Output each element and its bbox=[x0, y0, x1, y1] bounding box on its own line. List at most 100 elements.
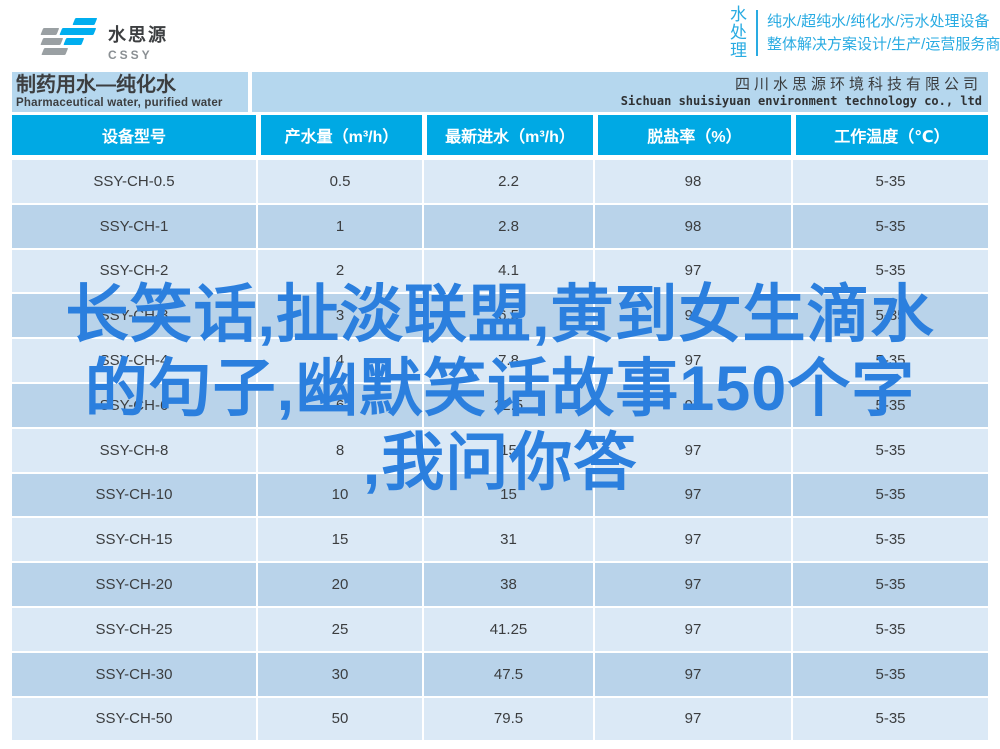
cell-desalting: 97 bbox=[593, 650, 791, 696]
cell-feed: 41.25 bbox=[422, 605, 593, 651]
cell-model: SSY-CH-20 bbox=[12, 561, 256, 606]
cell-temp: 5-35 bbox=[791, 561, 988, 606]
section-title-en: Pharmaceutical water, purified water bbox=[16, 97, 223, 109]
cell-desalting: 97 bbox=[593, 381, 791, 427]
cell-desalting: 98 bbox=[593, 158, 791, 203]
cell-temp: 5-35 bbox=[791, 516, 988, 562]
cell-model: SSY-CH-3 bbox=[12, 292, 256, 338]
logo-wordmark: 水思源 CSSY bbox=[108, 21, 168, 62]
cell-temp: 5-35 bbox=[791, 158, 988, 203]
cell-feed: 6.5 bbox=[422, 292, 593, 338]
title-band: 制药用水—纯化水 Pharmaceutical water, purified … bbox=[12, 72, 988, 112]
column-header-temp: 工作温度（℃） bbox=[791, 115, 988, 158]
cell-temp: 5-35 bbox=[791, 337, 988, 382]
cell-model: SSY-CH-2 bbox=[12, 247, 256, 293]
cell-capacity: 1 bbox=[256, 202, 422, 248]
cell-model: SSY-CH-8 bbox=[12, 426, 256, 472]
overlay-line-3: ,我问你答 bbox=[362, 428, 638, 498]
cell-capacity: 6 bbox=[256, 381, 422, 427]
logo-name-en: CSSY bbox=[108, 47, 153, 62]
cell-capacity: 20 bbox=[256, 561, 422, 606]
cell-model: SSY-CH-25 bbox=[12, 605, 256, 651]
vertical-water-treatment-label: 水处理 bbox=[727, 5, 746, 59]
cell-desalting: 97 bbox=[593, 516, 791, 562]
cell-model: SSY-CH-50 bbox=[12, 695, 256, 741]
table-row: SSY-CH-4 4 7.8 97 5-35 bbox=[12, 337, 988, 382]
cell-temp: 5-35 bbox=[791, 650, 988, 696]
overlay-line-1: 长笑话,扯淡联盟,黄到女生滴水 bbox=[65, 280, 935, 350]
cell-capacity: 4 bbox=[256, 337, 422, 382]
cell-feed: 7.8 bbox=[422, 337, 593, 382]
cell-temp: 5-35 bbox=[791, 292, 988, 338]
section-title-cn: 制药用水—纯化水 bbox=[16, 74, 176, 96]
cell-desalting: 97 bbox=[593, 471, 791, 517]
table-row: SSY-CH-3 3 6.5 97 5-35 bbox=[12, 292, 988, 338]
slogan-line-2: 整体解决方案设计/生产/运营服务商 bbox=[767, 36, 1000, 53]
column-header-model: 设备型号 bbox=[12, 115, 256, 158]
cell-capacity: 30 bbox=[256, 650, 422, 696]
cell-model: SSY-CH-0.5 bbox=[12, 158, 256, 203]
table-row: SSY-CH-25 25 41.25 97 5-35 bbox=[12, 605, 988, 651]
cell-capacity: 15 bbox=[256, 516, 422, 562]
cell-feed: 15 bbox=[422, 471, 593, 517]
cell-desalting: 97 bbox=[593, 292, 791, 338]
overlay-line-2: 的句子,幽默笑话故事150个字 bbox=[84, 354, 916, 424]
slogan-line-1: 纯水/超纯水/纯化水/污水处理设备 bbox=[767, 13, 990, 30]
cell-feed: 31 bbox=[422, 516, 593, 562]
cell-capacity: 25 bbox=[256, 605, 422, 651]
table-row: SSY-CH-20 20 38 97 5-35 bbox=[12, 561, 988, 606]
section-title-block: 制药用水—纯化水 Pharmaceutical water, purified … bbox=[12, 72, 248, 112]
table-row: SSY-CH-1 1 2.8 98 5-35 bbox=[12, 202, 988, 248]
cell-model: SSY-CH-10 bbox=[12, 471, 256, 517]
table-header: 设备型号 产水量（m³/h） 最新进水（m³/h） 脱盐率（%） 工作温度（℃） bbox=[12, 115, 988, 158]
table-row: SSY-CH-6 6 12.5 97 5-35 bbox=[12, 381, 988, 427]
cell-capacity: 10 bbox=[256, 471, 422, 517]
cell-model: SSY-CH-6 bbox=[12, 381, 256, 427]
company-name-cn: 四川水思源环境科技有限公司 bbox=[734, 76, 982, 93]
cell-feed: 2.8 bbox=[422, 202, 593, 248]
water-swoosh-icon bbox=[27, 18, 108, 64]
company-name-block: 四川水思源环境科技有限公司 Sichuan shuisiyuan environ… bbox=[252, 72, 988, 112]
company-name-en: Sichuan shuisiyuan environment technolog… bbox=[620, 94, 982, 108]
table-body: SSY-CH-0.5 0.5 2.2 98 5-35 SSY-CH-1 1 2.… bbox=[12, 158, 988, 741]
table-row: SSY-CH-30 30 47.5 97 5-35 bbox=[12, 650, 988, 696]
company-logo[interactable]: 水思源 CSSY bbox=[36, 18, 168, 64]
cell-desalting: 97 bbox=[593, 337, 791, 382]
cell-desalting: 98 bbox=[593, 202, 791, 248]
cell-feed: 12.5 bbox=[422, 381, 593, 427]
cell-capacity: 2 bbox=[256, 247, 422, 293]
cell-capacity: 3 bbox=[256, 292, 422, 338]
overlay-title-link[interactable]: 长笑话,扯淡联盟,黄到女生滴水 的句子,幽默笑话故事150个字 ,我问你答 bbox=[0, 278, 1000, 500]
cell-model: SSY-CH-15 bbox=[12, 516, 256, 562]
cell-feed: 38 bbox=[422, 561, 593, 606]
cell-desalting: 97 bbox=[593, 247, 791, 293]
cell-feed: 4.1 bbox=[422, 247, 593, 293]
cell-feed: 2.2 bbox=[422, 158, 593, 203]
cell-temp: 5-35 bbox=[791, 605, 988, 651]
table-row: SSY-CH-15 15 31 97 5-35 bbox=[12, 516, 988, 562]
cell-capacity: 50 bbox=[256, 695, 422, 741]
table-row: SSY-CH-2 2 4.1 97 5-35 bbox=[12, 247, 988, 293]
cell-desalting: 97 bbox=[593, 561, 791, 606]
cell-model: SSY-CH-4 bbox=[12, 337, 256, 382]
cell-capacity: 8 bbox=[256, 426, 422, 472]
spec-table: 设备型号 产水量（m³/h） 最新进水（m³/h） 脱盐率（%） 工作温度（℃）… bbox=[12, 115, 988, 741]
slogan-lines: 纯水/超纯水/纯化水/污水处理设备 整体解决方案设计/生产/运营服务商 bbox=[767, 10, 1000, 56]
cell-feed: 79.5 bbox=[422, 695, 593, 741]
table-row: SSY-CH-8 8 15 97 5-35 bbox=[12, 426, 988, 472]
cell-capacity: 0.5 bbox=[256, 158, 422, 203]
column-header-feed: 最新进水（m³/h） bbox=[422, 115, 593, 158]
column-header-desalting: 脱盐率（%） bbox=[593, 115, 791, 158]
column-header-capacity: 产水量（m³/h） bbox=[256, 115, 422, 158]
cell-temp: 5-35 bbox=[791, 381, 988, 427]
cell-temp: 5-35 bbox=[791, 426, 988, 472]
cell-feed: 15 bbox=[422, 426, 593, 472]
table-row: SSY-CH-0.5 0.5 2.2 98 5-35 bbox=[12, 158, 988, 203]
cell-feed: 47.5 bbox=[422, 650, 593, 696]
cell-desalting: 97 bbox=[593, 426, 791, 472]
cell-temp: 5-35 bbox=[791, 202, 988, 248]
cell-model: SSY-CH-30 bbox=[12, 650, 256, 696]
cell-desalting: 97 bbox=[593, 605, 791, 651]
logo-name-cn: 水思源 bbox=[108, 24, 168, 45]
